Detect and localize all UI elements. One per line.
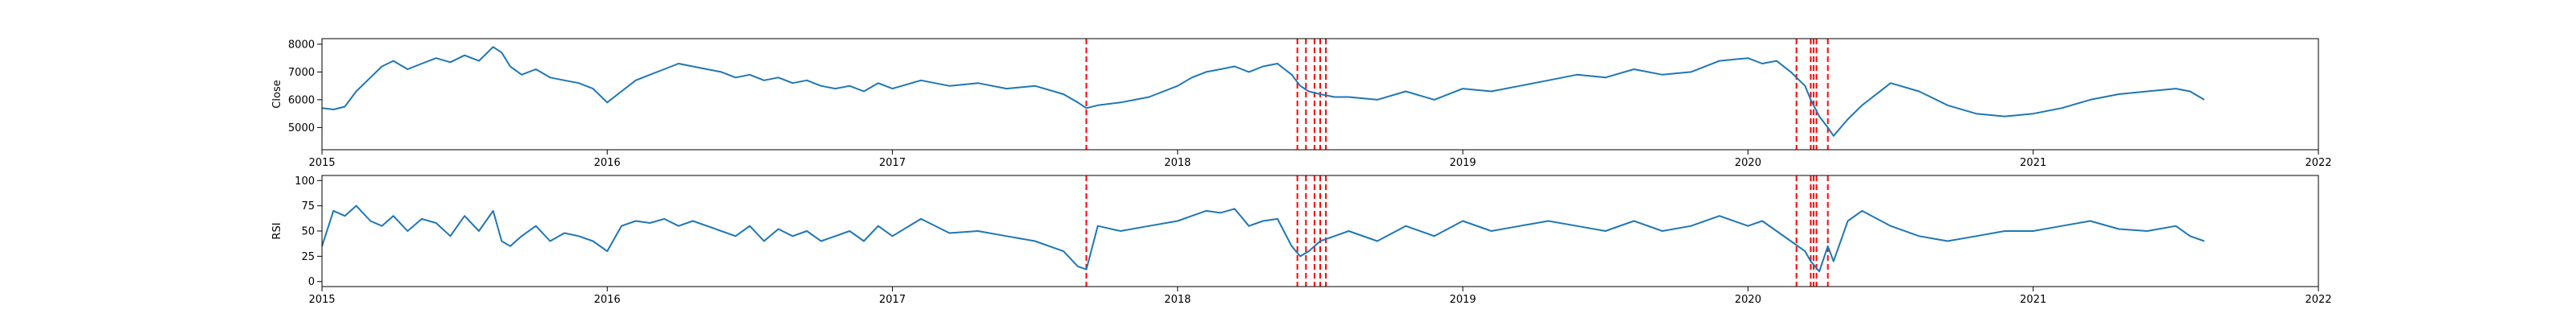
close-y-tick-label-1: 6000 [288, 94, 315, 106]
rsi-x-tick-label-1: 2016 [594, 294, 621, 306]
rsi-y-tick-label-2: 50 [301, 226, 315, 238]
close-x-tick-label-3: 2018 [1164, 157, 1191, 169]
close-x-tick-label-0: 2015 [308, 157, 335, 169]
close-price-panel: 2015 2016 2017 2018 2019 2020 2021 2022 5000 6000… [271, 38, 2332, 169]
close-x-tick-label-4: 2019 [1450, 157, 1476, 169]
close-y-tick-label-2: 7000 [288, 67, 315, 79]
rsi-y-tick-label-4: 100 [295, 175, 315, 188]
close-y-tick-label-0: 5000 [288, 122, 315, 134]
rsi-y-tick-label-1: 25 [301, 251, 315, 263]
rsi-x-tick-label-5: 2020 [1735, 294, 1761, 306]
rsi-x-tick-label-3: 2018 [1164, 294, 1191, 306]
rsi-panel: 2015 2016 2017 2018 2019 2020 2021 2022 0 25 50 75 1… [271, 175, 2332, 306]
rsi-x-tick-label-0: 2015 [308, 294, 335, 306]
close-x-tick-label-7: 2022 [2305, 157, 2331, 169]
close-x-tick-label-6: 2021 [2020, 157, 2046, 169]
rsi-x-tick-label-6: 2021 [2020, 294, 2046, 306]
rsi-series-line-0 [321, 204, 2205, 273]
close-x-tick-label-1: 2016 [594, 157, 621, 169]
close-y-axis-label: Close [271, 80, 283, 108]
close-y-tick-label-3: 8000 [288, 39, 315, 51]
rsi-x-tick-label-4: 2019 [1450, 294, 1476, 306]
rsi-x-tick-label-2: 2017 [879, 294, 906, 306]
rsi-y-tick-label-3: 75 [301, 200, 315, 213]
rsi-y-tick-label-0: 0 [308, 276, 315, 288]
close-x-tick-label-5: 2020 [1735, 157, 1761, 169]
close-axes-frame [321, 38, 2319, 151]
close-x-tick-label-2: 2017 [879, 157, 906, 169]
close-series-line-0 [321, 46, 2205, 137]
rsi-y-axis-label: RSI [271, 222, 283, 239]
rsi-x-tick-label-7: 2022 [2305, 294, 2331, 306]
